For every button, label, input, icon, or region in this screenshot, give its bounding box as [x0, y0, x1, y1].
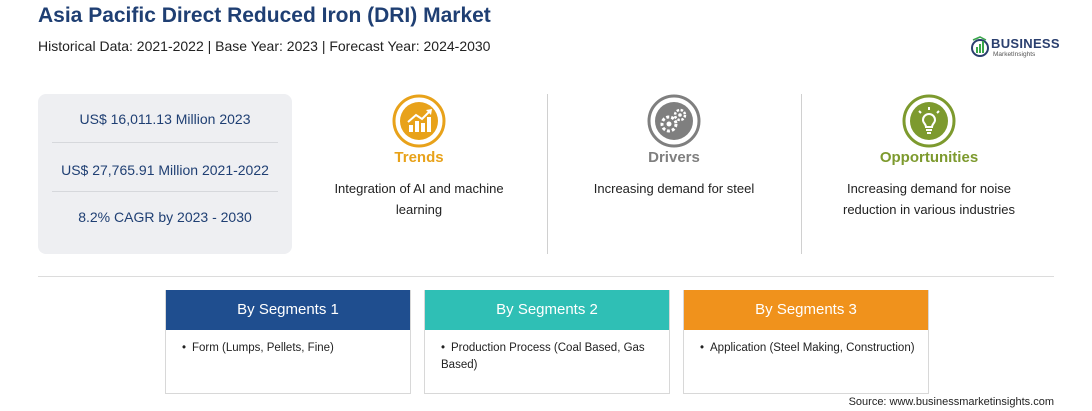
trends-heading: Trends [394, 149, 444, 166]
stat-divider [52, 142, 278, 143]
trend-chart-icon [392, 94, 446, 148]
segment-card-3: By Segments 3 • Application (Steel Making… [683, 290, 929, 394]
page-subtitle: Historical Data: 2021-2022 | Base Year: … [38, 38, 491, 54]
trends-text: Integration of AI and machine learning [334, 181, 504, 217]
segment-2-item-text: Production Process (Coal Based, Gas Base… [441, 342, 645, 371]
segment-card-1: By Segments 1 • Form (Lumps, Pellets, Fin… [165, 290, 411, 394]
opportunities-heading: Opportunities [879, 149, 979, 166]
segment-1-heading: By Segments 1 [166, 290, 410, 330]
section-divider [38, 276, 1054, 277]
logo-wordmark: BUSINESS [991, 36, 1060, 51]
page-title: Asia Pacific Direct Reduced Iron (DRI) M… [38, 4, 491, 27]
drivers-heading: Drivers [648, 149, 700, 166]
segment-2-heading: By Segments 2 [425, 290, 669, 330]
brand-logo: BUSINESS MarketInsights [970, 34, 1060, 60]
lightbulb-icon [902, 94, 956, 148]
bullet: • [182, 342, 187, 354]
stat-divider [52, 191, 278, 192]
drivers-text: Increasing demand for steel [593, 181, 755, 196]
drivers-column: Drivers Increasing demand for steel [547, 94, 801, 254]
stat-cagr: 8.2% CAGR by 2023 - 2030 [78, 209, 252, 225]
stat-market-value-2023: US$ 16,011.13 Million 2023 [79, 111, 251, 127]
segment-1-item: • Form (Lumps, Pellets, Fine) [166, 330, 410, 357]
segment-3-item: • Application (Steel Making, Construction… [684, 330, 928, 357]
bullet: • [441, 342, 446, 354]
logo-globe-icon [971, 36, 989, 57]
segment-3-item-text: Application (Steel Making, Construction) [710, 342, 915, 354]
trends-column: Trends Integration of AI and machine lea… [292, 94, 546, 254]
bullet: • [700, 342, 705, 354]
opportunities-text: Increasing demand for noise reduction in… [843, 181, 1015, 217]
source-citation: Source: www.businessmarketinsights.com [848, 396, 1054, 408]
column-divider [547, 94, 548, 254]
logo-tagline: MarketInsights [993, 51, 1036, 58]
stat-market-value-historical: US$ 27,765.91 Million 2021-2022 [61, 162, 269, 178]
market-stats-panel: US$ 16,011.13 Million 2023 US$ 27,765.91… [38, 94, 292, 254]
opportunities-column: Opportunities Increasing demand for nois… [802, 94, 1056, 254]
segment-1-item-text: Form (Lumps, Pellets, Fine) [192, 342, 334, 354]
segment-card-2: By Segments 2 • Production Process (Coal … [424, 290, 670, 394]
segment-2-item: • Production Process (Coal Based, Gas Bas… [425, 330, 669, 374]
gears-icon [647, 94, 701, 148]
column-divider [801, 94, 802, 254]
segment-3-heading: By Segments 3 [684, 290, 928, 330]
